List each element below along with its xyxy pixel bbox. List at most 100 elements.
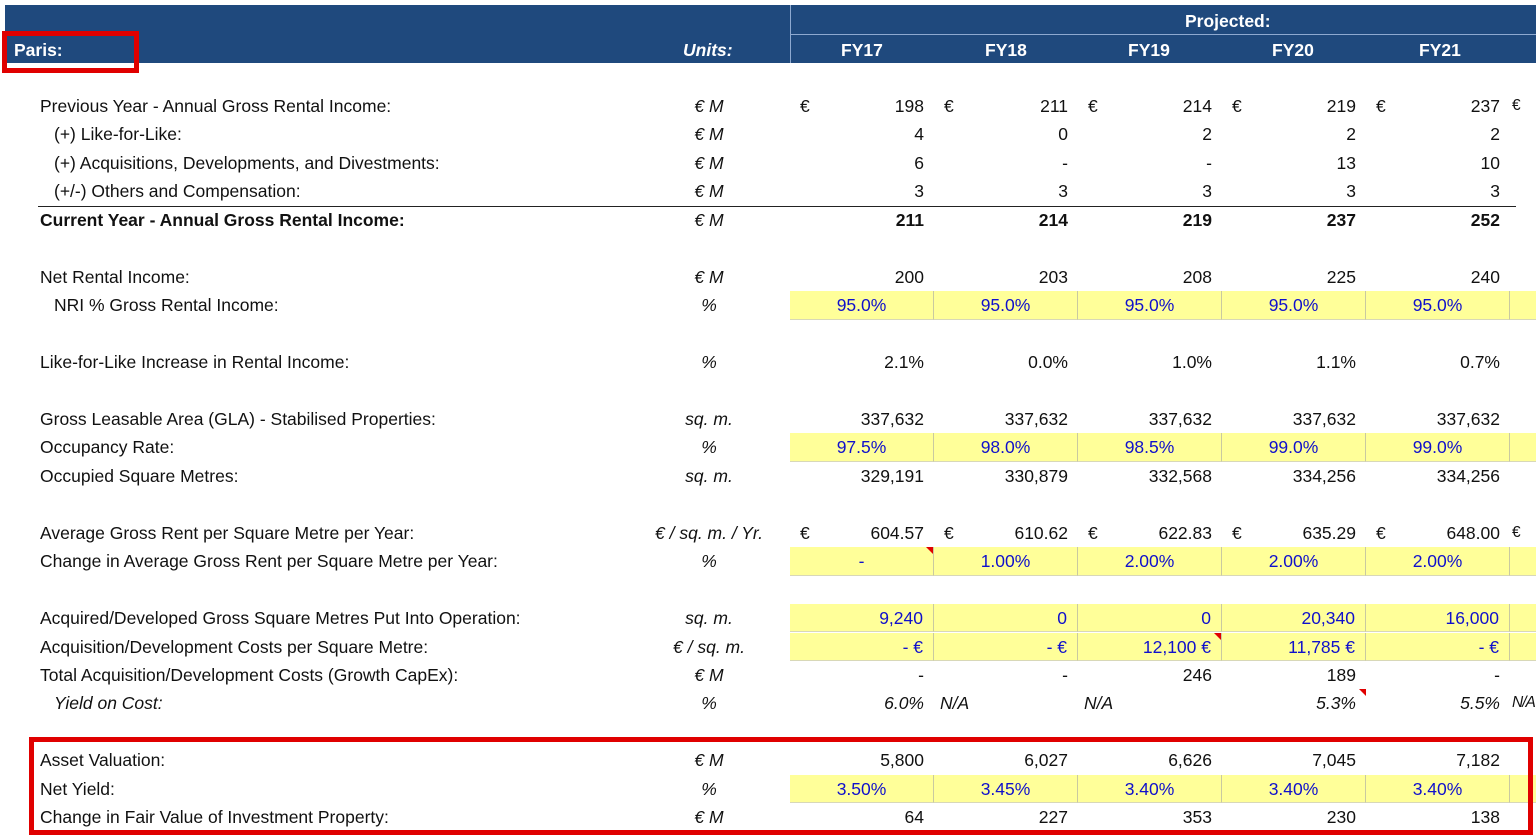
overflow-cell[interactable]: €: [1510, 519, 1536, 547]
overflow-cell[interactable]: [1510, 547, 1536, 576]
value-cell[interactable]: €622.83: [1078, 519, 1222, 547]
input-cell[interactable]: 95.0%: [790, 291, 934, 320]
value-cell[interactable]: 0.7%: [1366, 348, 1510, 376]
overflow-cell[interactable]: €: [1510, 92, 1536, 120]
value-cell[interactable]: 211: [790, 206, 934, 234]
value-cell[interactable]: 5.5%: [1366, 689, 1510, 717]
value-cell[interactable]: 3: [1222, 177, 1366, 205]
input-cell[interactable]: 99.0%: [1222, 433, 1366, 462]
value-cell[interactable]: 3: [1078, 177, 1222, 205]
input-cell[interactable]: 1.00%: [934, 547, 1078, 576]
value-cell[interactable]: 6,027: [934, 746, 1078, 774]
value-cell[interactable]: €214: [1078, 92, 1222, 120]
value-cell[interactable]: 6,626: [1078, 746, 1222, 774]
comment-indicator-icon[interactable]: [1359, 689, 1366, 697]
value-cell[interactable]: 230: [1222, 803, 1366, 831]
input-cell[interactable]: - €: [1366, 632, 1510, 661]
value-cell[interactable]: N/A: [1078, 689, 1222, 717]
value-cell[interactable]: 2: [1078, 120, 1222, 148]
input-cell[interactable]: 0: [1078, 604, 1222, 633]
input-cell[interactable]: 12,100 €: [1078, 632, 1222, 661]
overflow-cell[interactable]: N/A: [1510, 689, 1536, 717]
value-cell[interactable]: 337,632: [934, 405, 1078, 433]
value-cell[interactable]: 13: [1222, 149, 1366, 177]
value-cell[interactable]: -: [934, 661, 1078, 689]
value-cell[interactable]: 208: [1078, 263, 1222, 291]
value-cell[interactable]: €604.57: [790, 519, 934, 547]
input-cell[interactable]: - €: [790, 632, 934, 661]
comment-indicator-icon[interactable]: [926, 547, 933, 555]
input-cell[interactable]: 97.5%: [790, 433, 934, 462]
input-cell[interactable]: 98.0%: [934, 433, 1078, 462]
value-cell[interactable]: 189: [1222, 661, 1366, 689]
value-cell[interactable]: 329,191: [790, 462, 934, 490]
overflow-cell[interactable]: [1510, 632, 1536, 661]
value-cell[interactable]: 7,182: [1366, 746, 1510, 774]
value-cell[interactable]: 1.0%: [1078, 348, 1222, 376]
input-cell[interactable]: 3.40%: [1222, 774, 1366, 804]
value-cell[interactable]: 237: [1222, 206, 1366, 234]
value-cell[interactable]: 337,632: [1366, 405, 1510, 433]
input-cell[interactable]: 20,340: [1222, 604, 1366, 633]
value-cell[interactable]: €198: [790, 92, 934, 120]
value-cell[interactable]: 337,632: [1222, 405, 1366, 433]
value-cell[interactable]: €219: [1222, 92, 1366, 120]
input-cell[interactable]: 11,785 €: [1222, 632, 1366, 661]
value-cell[interactable]: 3: [1366, 177, 1510, 205]
value-cell[interactable]: 64: [790, 803, 934, 831]
value-cell[interactable]: 214: [934, 206, 1078, 234]
value-cell[interactable]: 1.1%: [1222, 348, 1366, 376]
value-cell[interactable]: 3: [934, 177, 1078, 205]
value-cell[interactable]: 203: [934, 263, 1078, 291]
value-cell[interactable]: 5.3%: [1222, 689, 1366, 717]
input-cell[interactable]: 2.00%: [1222, 547, 1366, 576]
value-cell[interactable]: 200: [790, 263, 934, 291]
input-cell[interactable]: 99.0%: [1366, 433, 1510, 462]
value-cell[interactable]: 2: [1222, 120, 1366, 148]
input-cell[interactable]: 3.40%: [1366, 774, 1510, 804]
value-cell[interactable]: 332,568: [1078, 462, 1222, 490]
value-cell[interactable]: 5,800: [790, 746, 934, 774]
overflow-cell[interactable]: [1510, 774, 1536, 804]
value-cell[interactable]: 0: [934, 120, 1078, 148]
value-cell[interactable]: 334,256: [1222, 462, 1366, 490]
value-cell[interactable]: 334,256: [1366, 462, 1510, 490]
input-cell[interactable]: 95.0%: [1222, 291, 1366, 320]
input-cell[interactable]: 98.5%: [1078, 433, 1222, 462]
value-cell[interactable]: 246: [1078, 661, 1222, 689]
value-cell[interactable]: 225: [1222, 263, 1366, 291]
overflow-cell[interactable]: [1510, 433, 1536, 462]
value-cell[interactable]: -: [1078, 149, 1222, 177]
value-cell[interactable]: 3: [790, 177, 934, 205]
input-cell[interactable]: 95.0%: [1366, 291, 1510, 320]
value-cell[interactable]: -: [790, 661, 934, 689]
value-cell[interactable]: €237: [1366, 92, 1510, 120]
value-cell[interactable]: 240: [1366, 263, 1510, 291]
input-cell[interactable]: - €: [934, 632, 1078, 661]
overflow-cell[interactable]: [1510, 291, 1536, 320]
value-cell[interactable]: €648.00: [1366, 519, 1510, 547]
input-cell[interactable]: 0: [934, 604, 1078, 633]
input-cell[interactable]: 3.45%: [934, 774, 1078, 804]
value-cell[interactable]: 353: [1078, 803, 1222, 831]
value-cell[interactable]: 2.1%: [790, 348, 934, 376]
value-cell[interactable]: 6: [790, 149, 934, 177]
input-cell[interactable]: 9,240: [790, 604, 934, 633]
value-cell[interactable]: 138: [1366, 803, 1510, 831]
input-cell[interactable]: 95.0%: [1078, 291, 1222, 320]
value-cell[interactable]: 337,632: [1078, 405, 1222, 433]
value-cell[interactable]: 10: [1366, 149, 1510, 177]
value-cell[interactable]: €610.62: [934, 519, 1078, 547]
value-cell[interactable]: N/A: [934, 689, 1078, 717]
value-cell[interactable]: 227: [934, 803, 1078, 831]
value-cell[interactable]: 252: [1366, 206, 1510, 234]
input-cell[interactable]: 95.0%: [934, 291, 1078, 320]
value-cell[interactable]: -: [934, 149, 1078, 177]
input-cell[interactable]: 2.00%: [1366, 547, 1510, 576]
value-cell[interactable]: -: [1366, 661, 1510, 689]
value-cell[interactable]: 330,879: [934, 462, 1078, 490]
overflow-cell[interactable]: [1510, 604, 1536, 633]
comment-indicator-icon[interactable]: [1214, 632, 1221, 640]
value-cell[interactable]: 4: [790, 120, 934, 148]
input-cell[interactable]: 3.40%: [1078, 774, 1222, 804]
